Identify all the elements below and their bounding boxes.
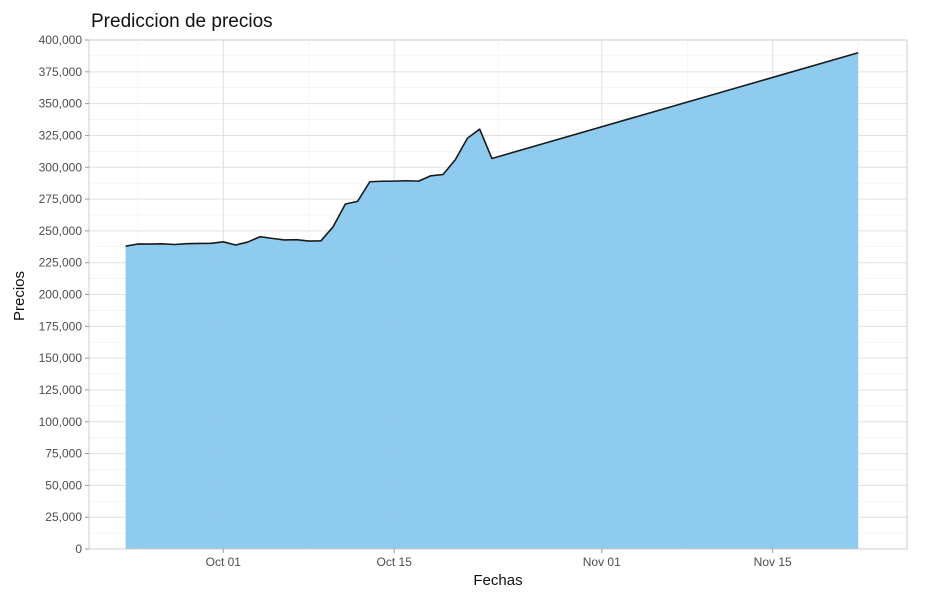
y-tick-label: 275,000 xyxy=(39,192,83,206)
y-axis: 0 25,000 50,000 75,000 100,000 125,000 150,000… xyxy=(39,33,89,556)
y-tick-label: 325,000 xyxy=(39,128,83,142)
chart-title: Prediccion de precios xyxy=(91,11,273,32)
y-tick-label: 75,000 xyxy=(45,447,82,461)
y-tick-label: 100,000 xyxy=(39,415,83,429)
x-axis: Oct 01 Oct 15 Nov 01 Nov 15 xyxy=(206,549,792,569)
x-tick-label: Oct 01 xyxy=(206,555,242,569)
y-tick-label: 50,000 xyxy=(45,478,82,492)
x-tick-label: Nov 15 xyxy=(754,555,792,569)
y-tick-label: 0 xyxy=(75,542,82,556)
y-tick-label: 225,000 xyxy=(39,256,83,270)
y-tick-label: 300,000 xyxy=(39,160,83,174)
y-axis-title: Precios xyxy=(11,271,28,321)
x-tick-label: Oct 15 xyxy=(377,555,413,569)
series-layer xyxy=(125,51,859,549)
x-tick-label: Nov 01 xyxy=(583,555,621,569)
y-tick-label: 350,000 xyxy=(39,97,83,111)
y-tick-label: 25,000 xyxy=(45,510,82,524)
y-tick-label: 400,000 xyxy=(39,33,83,47)
y-tick-label: 150,000 xyxy=(39,351,83,365)
series-area xyxy=(125,52,859,549)
y-tick-label: 250,000 xyxy=(39,224,83,238)
y-tick-label: 175,000 xyxy=(39,319,83,333)
y-tick-label: 200,000 xyxy=(39,288,83,302)
y-tick-label: 375,000 xyxy=(39,65,83,79)
x-axis-title: Fechas xyxy=(473,572,522,589)
y-tick-label: 125,000 xyxy=(39,383,83,397)
series-line xyxy=(125,51,859,247)
